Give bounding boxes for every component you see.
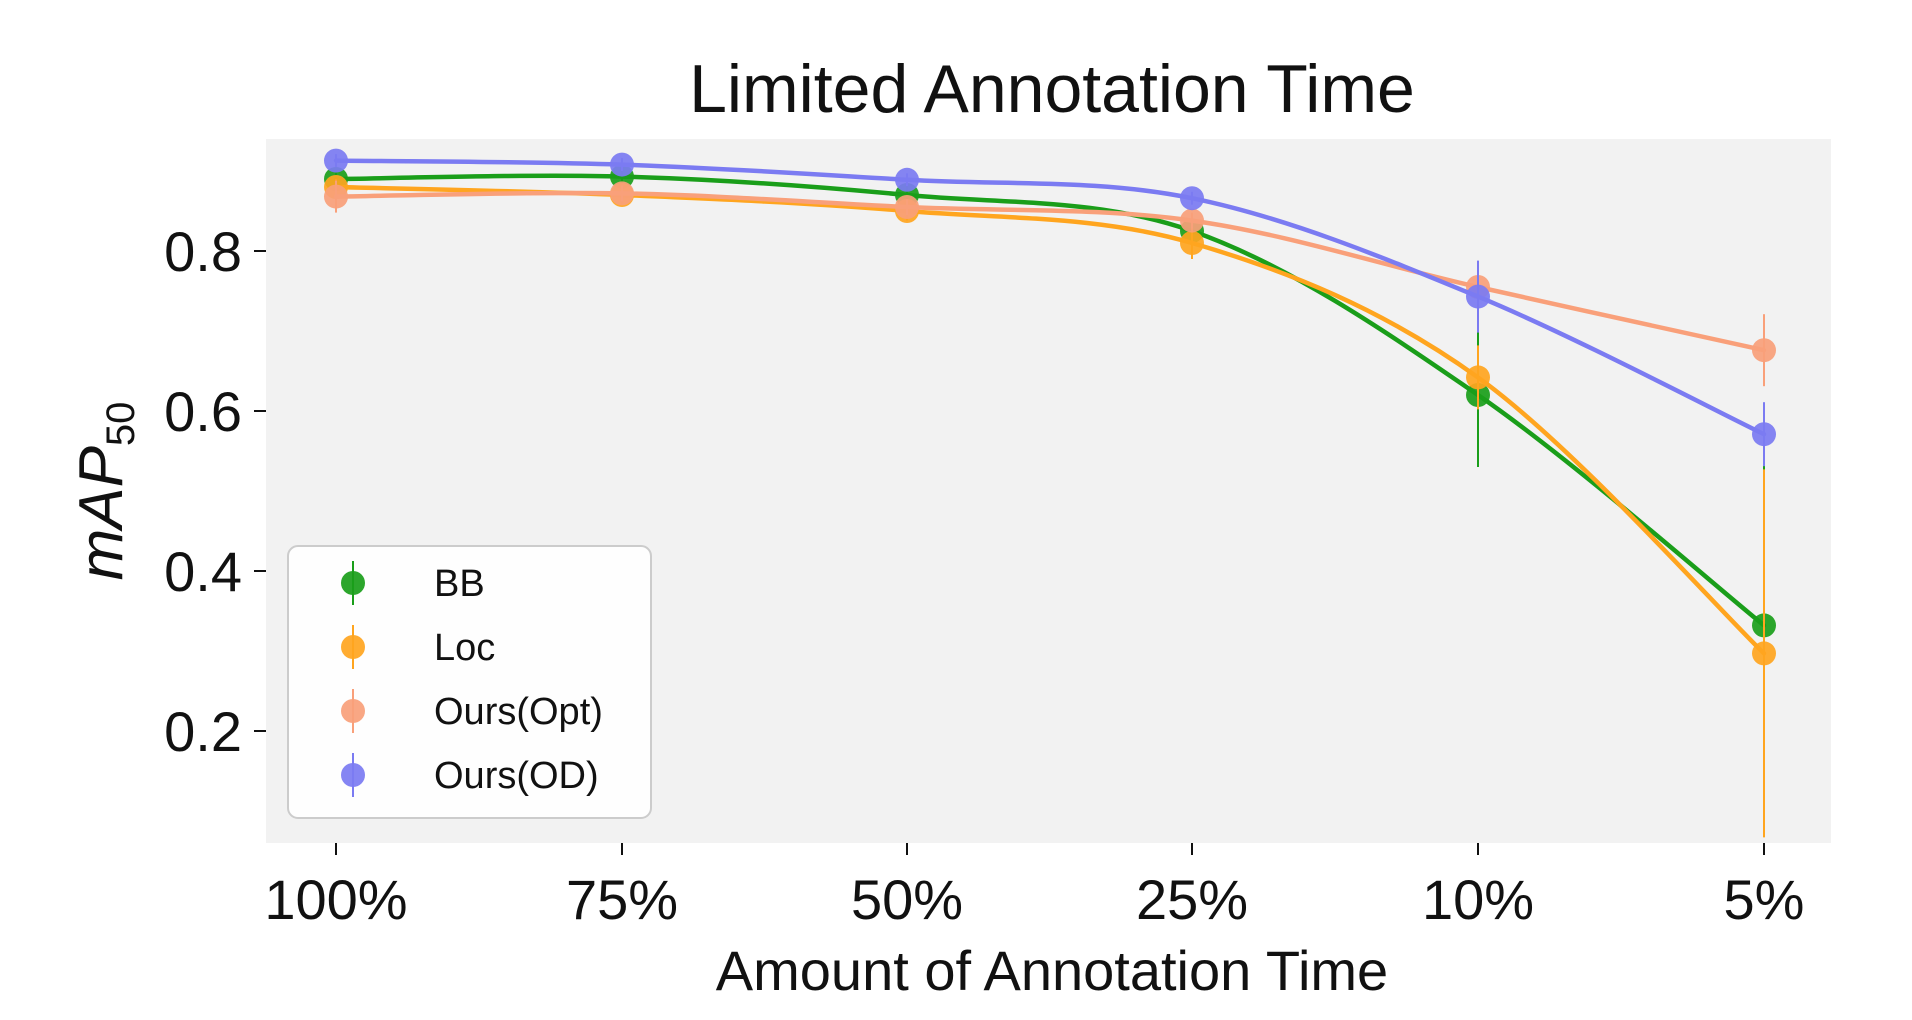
data-point [1180, 208, 1204, 233]
data-point [1752, 338, 1776, 363]
data-point [324, 148, 348, 173]
y-axis-label-main: mAP [67, 446, 136, 580]
data-point [895, 167, 919, 192]
x-tick-label: 100% [264, 868, 407, 931]
x-axis: 100% 75% 50% 25% 10% 5% [264, 843, 1804, 931]
chart-title: Limited Annotation Time [689, 51, 1415, 127]
data-point [324, 184, 348, 209]
data-point [610, 152, 634, 177]
data-point [895, 195, 919, 219]
x-tick-label: 10% [1422, 868, 1534, 931]
data-point [1180, 231, 1204, 255]
y-tick-label: 0.2 [164, 700, 242, 763]
series-line-bb [333, 173, 1767, 628]
series-layer [324, 148, 1776, 838]
series-ours-od [324, 148, 1776, 467]
data-point [1752, 641, 1776, 666]
series-line-ours-od [333, 158, 1767, 437]
legend: BB Loc Ours(Opt) Ours(OD) [287, 545, 652, 819]
legend-label: Ours(OD) [434, 755, 599, 797]
x-axis-label: Amount of Annotation Time [716, 939, 1388, 1002]
data-point [1752, 422, 1776, 447]
x-tick-label: 75% [566, 868, 678, 931]
y-tick-label: 0.6 [164, 380, 242, 443]
data-point [1466, 365, 1490, 390]
legend-item: Ours(OD) [341, 753, 599, 797]
legend-item: Loc [341, 625, 495, 669]
data-point [1180, 186, 1204, 211]
legend-marker [341, 763, 365, 787]
x-tick-label: 25% [1136, 868, 1248, 931]
data-point [1466, 284, 1490, 309]
legend-item: Ours(Opt) [341, 689, 603, 733]
legend-marker [341, 699, 365, 723]
legend-marker [341, 635, 365, 659]
x-tick-label: 50% [851, 868, 963, 931]
legend-label: BB [434, 563, 485, 605]
legend-label: Ours(Opt) [434, 691, 603, 733]
y-tick-label: 0.4 [164, 540, 242, 603]
series-line-ours-opt [333, 190, 1767, 353]
legend-marker [341, 571, 365, 595]
legend-item: BB [341, 561, 485, 605]
legend-box [287, 545, 652, 819]
legend-label: Loc [434, 627, 495, 669]
y-axis-label: mAP50 [67, 402, 143, 581]
y-axis: 0.2 0.4 0.6 0.8 [164, 220, 266, 763]
y-tick-label: 0.8 [164, 220, 242, 283]
y-axis-label-subscript: 50 [99, 402, 143, 447]
x-tick-label: 5% [1724, 868, 1805, 931]
data-point [610, 181, 634, 206]
